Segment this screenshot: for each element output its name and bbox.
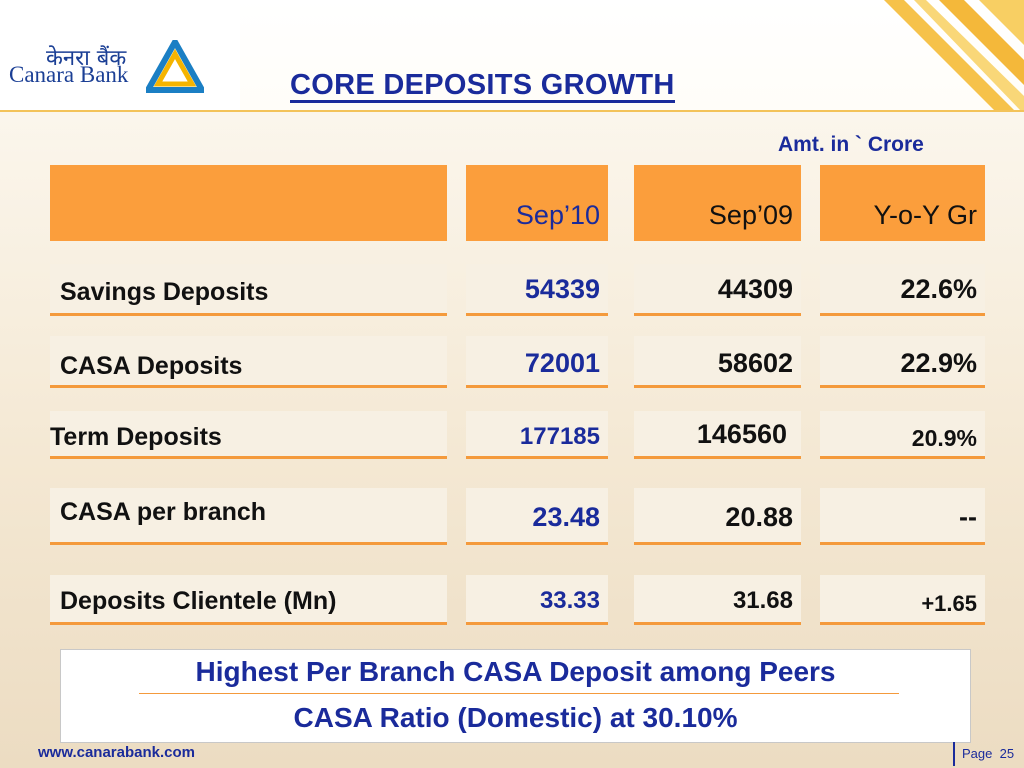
value-sep10: 23.48: [532, 502, 600, 532]
highlights-box: Highest Per Branch CASA Deposit among Pe…: [60, 649, 971, 743]
corner-stripes-decoration: [884, 0, 1024, 110]
row-label: CASA Deposits: [60, 352, 243, 380]
row-label: Deposits Clientele (Mn): [60, 587, 337, 615]
table-row-term: Term Deposits: [50, 411, 447, 459]
table-cell: 20.9%: [820, 411, 985, 459]
value-yoy: 20.9%: [911, 425, 977, 451]
table-cell: 23.48: [466, 488, 608, 545]
header-background: [240, 0, 1024, 110]
table-cell: 146560: [634, 411, 801, 459]
table-cell: 20.88: [634, 488, 801, 545]
table-row-savings: Savings Deposits: [50, 264, 447, 316]
website-link[interactable]: www.canarabank.com: [38, 744, 196, 761]
table-cell: 177185: [466, 411, 608, 459]
value-sep09: 58602: [717, 348, 793, 378]
value-sep09: 20.88: [725, 502, 793, 532]
value-yoy: 22.6%: [900, 274, 977, 304]
table-cell: 44309: [634, 264, 801, 316]
table-row-deposits-clientele: Deposits Clientele (Mn): [50, 575, 447, 625]
table-header-yoy: Y-o-Y Gr: [820, 165, 985, 241]
table-cell: 31.68: [634, 575, 801, 625]
canara-bank-logo-icon: [146, 40, 204, 93]
value-sep09: 146560: [696, 419, 787, 449]
value-sep10: 72001: [524, 348, 600, 378]
amount-unit-note: Amt. in ` Crore: [778, 133, 924, 156]
table-cell: 22.6%: [820, 264, 985, 316]
page-title: CORE DEPOSITS GROWTH: [290, 69, 675, 103]
column-header-sep09: Sep’09: [708, 200, 793, 230]
page-separator: [953, 742, 955, 766]
highlight-divider: [139, 693, 899, 694]
table-cell: 33.33: [466, 575, 608, 625]
table-row-casa: CASA Deposits: [50, 336, 447, 388]
table-header-sep10: Sep’10: [466, 165, 608, 241]
table-cell: +1.65: [820, 575, 985, 625]
row-label: CASA per branch: [60, 498, 267, 526]
logo-english-text: Canara Bank: [9, 62, 129, 87]
value-sep10: 177185: [519, 423, 600, 450]
page-number-value: 25: [999, 746, 1015, 761]
value-sep10: 54339: [524, 274, 600, 304]
value-yoy: --: [959, 502, 977, 532]
row-label: Term Deposits: [50, 423, 222, 451]
logo-hindi-text: केनरा बैंक: [46, 46, 127, 71]
row-label: Savings Deposits: [60, 278, 269, 306]
table-row-casa-per-branch: CASA per branch: [50, 488, 447, 545]
value-sep10: 33.33: [539, 587, 600, 614]
column-header-yoy: Y-o-Y Gr: [873, 200, 977, 230]
value-sep09: 44309: [717, 274, 793, 304]
highlight-line-1: Highest Per Branch CASA Deposit among Pe…: [195, 656, 836, 687]
column-header-sep10: Sep’10: [515, 200, 600, 230]
table-header-label-cell: [50, 165, 447, 241]
table-cell: --: [820, 488, 985, 545]
highlight-line-2: CASA Ratio (Domestic) at 30.10%: [293, 702, 738, 733]
table-cell: 22.9%: [820, 336, 985, 388]
value-sep09: 31.68: [732, 587, 793, 614]
table-cell: 54339: [466, 264, 608, 316]
value-yoy: +1.65: [921, 591, 977, 616]
page-label: Page: [962, 746, 993, 761]
value-yoy: 22.9%: [900, 348, 977, 378]
table-cell: 72001: [466, 336, 608, 388]
table-header-sep09: Sep’09: [634, 165, 801, 241]
page-number: Page 25: [962, 746, 1014, 761]
table-cell: 58602: [634, 336, 801, 388]
